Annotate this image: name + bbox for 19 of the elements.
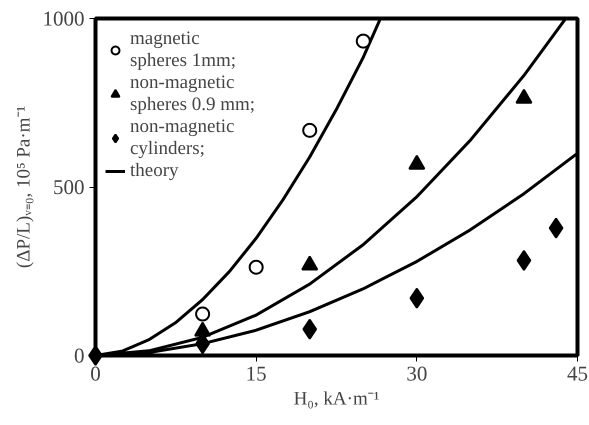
x-tick-label: 0 — [90, 362, 101, 386]
point — [248, 260, 264, 275]
y-tick-label: 0 — [74, 344, 84, 368]
x-axis-title: H₀, kA·m⁻¹ — [294, 388, 380, 410]
point — [356, 34, 371, 49]
legend-label: magnetic spheres 1mm; — [130, 28, 236, 72]
point — [302, 122, 318, 138]
y-axis-title: (ΔP/L)ᵥ₌₀, 10⁵ Pa·m⁻¹ — [14, 106, 34, 268]
y-tick-label: 1000 — [42, 6, 84, 30]
point — [88, 345, 103, 366]
y-tick-label: 500 — [53, 175, 84, 199]
point — [195, 306, 210, 322]
point — [302, 318, 318, 340]
legend-label: non-magnetic cylinders; — [130, 116, 234, 160]
legend-label: non-magnetic spheres 0.9 mm; — [130, 72, 256, 116]
x-tick-label: 15 — [246, 362, 267, 386]
x-tick-label: 30 — [406, 362, 428, 386]
legend-label: theory — [130, 160, 179, 182]
x-tick-label: 45 — [567, 362, 588, 386]
